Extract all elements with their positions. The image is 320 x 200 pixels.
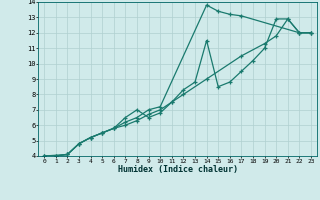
X-axis label: Humidex (Indice chaleur): Humidex (Indice chaleur) <box>118 165 238 174</box>
